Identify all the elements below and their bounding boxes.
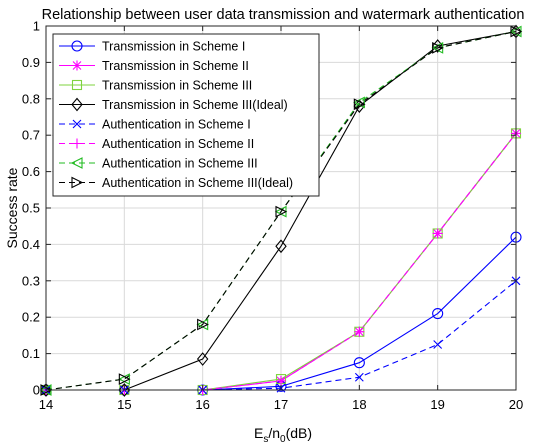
data-point-s1	[432, 308, 444, 320]
x-tick-label: 18	[352, 397, 366, 412]
data-point-s5	[433, 340, 443, 349]
data-point-s5	[354, 372, 364, 382]
y-tick-label: 0	[33, 383, 40, 398]
series-line-8	[45, 30, 517, 391]
data-point-s4	[118, 383, 131, 397]
chart-title: Relationship between user data transmiss…	[42, 7, 525, 23]
legend-label-2: Transmission in Scheme II	[102, 59, 249, 73]
x-tick-label: 16	[195, 397, 209, 412]
legend-label-5: Authentication in Scheme I	[102, 118, 251, 132]
legend-marker-2	[72, 60, 82, 71]
legend-label-4: Transmission in Scheme III(Ideal)	[102, 98, 288, 112]
data-point-s8	[432, 41, 444, 54]
x-tick-label: 14	[39, 397, 53, 412]
legend-marker-4	[71, 97, 83, 112]
y-tick-label: 0.3	[22, 273, 40, 288]
data-point-s8	[197, 318, 209, 331]
legend-label-3: Transmission in Scheme III	[102, 79, 252, 93]
legend-marker-6	[72, 138, 82, 149]
legend-marker-8	[71, 176, 84, 189]
data-point-s8	[118, 373, 131, 385]
x-tick-label: 20	[509, 397, 523, 412]
data-point-s4	[196, 352, 209, 366]
data-point-s4	[40, 383, 52, 397]
x-tick-label: 15	[117, 397, 131, 412]
y-tick-label: 0.5	[22, 201, 40, 216]
x-axis-label: Es/n0(dB)	[254, 425, 312, 445]
data-point-s1	[353, 357, 365, 369]
y-tick-label: 0.2	[22, 310, 40, 325]
legend-label-7: Authentication in Scheme III	[102, 157, 258, 171]
y-tick-label: 0.8	[22, 91, 40, 106]
legend-marker-3	[71, 79, 83, 91]
legend-label-8: Authentication in Scheme III(Ideal)	[102, 176, 293, 190]
y-axis-label: Success rate	[4, 167, 20, 248]
data-point-s4	[353, 99, 366, 113]
data-point-s7	[353, 96, 365, 109]
y-tick-label: 0.9	[22, 55, 40, 70]
x-tick-label: 17	[274, 397, 288, 412]
data-point-s4	[275, 239, 287, 254]
y-axis-ticks: 0 0.1 0.2 0.3 0.4 0.5 0.6 0.7 0.8 0.9 1	[22, 19, 516, 398]
x-tick-label: 19	[430, 397, 444, 412]
data-point-s8	[353, 98, 366, 111]
legend-box	[52, 33, 320, 197]
data-point-s6	[432, 228, 443, 239]
x-axis-ticks: 14 15 16 17 18 19 20	[39, 26, 523, 412]
legend-marker-5	[72, 119, 82, 129]
data-point-s8	[275, 205, 288, 218]
y-tick-label: 0.7	[22, 128, 40, 143]
y-tick-label: 0.4	[22, 237, 40, 252]
legend-marker-7	[70, 157, 83, 169]
y-tick-label: 0.1	[22, 346, 40, 361]
y-tick-label: 0.6	[22, 164, 40, 179]
legend-label-1: Transmission in Scheme I	[102, 40, 245, 54]
data-point-s6	[276, 375, 286, 386]
y-tick-label: 1	[33, 19, 40, 34]
data-point-s6	[354, 326, 365, 337]
legend-label-6: Authentication in Scheme II	[102, 137, 254, 151]
legend: Transmission in Scheme I Transmission in …	[52, 33, 320, 197]
legend-marker-1	[71, 40, 83, 52]
